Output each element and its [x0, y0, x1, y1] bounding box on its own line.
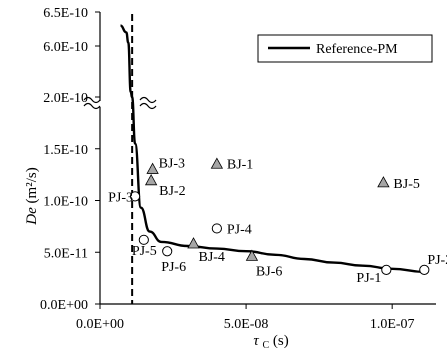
- pj-2-label: PJ-2: [427, 253, 447, 268]
- pj-1-label: PJ-1: [356, 271, 381, 286]
- pj-6-marker: [162, 246, 173, 257]
- pj-2-marker: [419, 264, 430, 275]
- y-tick-label: 1.0E-10: [43, 195, 88, 210]
- bj-5-label: BJ-5: [393, 177, 419, 192]
- pj-4-marker: [211, 223, 222, 234]
- pj-6-label: PJ-6: [161, 260, 186, 275]
- pj-5-marker: [138, 234, 149, 245]
- x-axis-unit: (s): [273, 333, 289, 349]
- y-tick-label: 1.5E-10: [43, 143, 88, 158]
- x-axis-label-subscript: C: [262, 340, 269, 351]
- y-tick-label: 5.0E-11: [44, 246, 88, 261]
- pj-3-marker: [129, 191, 141, 202]
- bj-2-label: BJ-2: [159, 184, 185, 199]
- bj-4-label: BJ-4: [198, 250, 224, 265]
- bj-3-marker: [146, 162, 159, 174]
- bj-4-marker: [187, 237, 200, 249]
- pj-5-label: PJ-5: [132, 244, 157, 259]
- pj-4-label: PJ-4: [227, 222, 252, 237]
- reference-pm-curve: [120, 24, 425, 274]
- y-tick-label: 6.5E-10: [43, 6, 88, 21]
- bj-2-marker: [144, 174, 158, 186]
- y-axis-title: De (m²/s): [24, 167, 40, 225]
- bj-5-marker: [377, 176, 390, 188]
- pj-3-label: PJ-3: [108, 190, 133, 205]
- x-tick-label: 0.0E+00: [76, 317, 124, 332]
- pj-1-marker: [381, 264, 392, 275]
- y-tick-label: 6.0E-10: [43, 40, 88, 55]
- legend: Reference-PM: [257, 34, 433, 63]
- legend-label: Reference-PM: [316, 42, 398, 57]
- bj-6-marker: [245, 249, 259, 261]
- bj-1-label: BJ-1: [227, 157, 253, 172]
- bj-3-label: BJ-3: [159, 156, 185, 171]
- bj-1-marker: [210, 157, 224, 169]
- svg-text:De (m²/s): De (m²/s): [24, 167, 40, 225]
- y-tick-label: 2.0E-10: [43, 91, 88, 106]
- x-axis-title: τ C (s): [253, 333, 288, 352]
- x-tick-label: 1.0E-07: [370, 317, 415, 332]
- y-tick-label: 0.0E+00: [40, 298, 88, 313]
- y-axis-break-marker: [83, 96, 157, 110]
- bj-6-label: BJ-6: [256, 264, 282, 279]
- y-axis-unit: (m²/s): [24, 167, 40, 203]
- y-axis-label: De: [24, 207, 40, 226]
- x-tick-label: 5.0E-08: [224, 317, 269, 332]
- x-axis-label: τ: [253, 333, 259, 349]
